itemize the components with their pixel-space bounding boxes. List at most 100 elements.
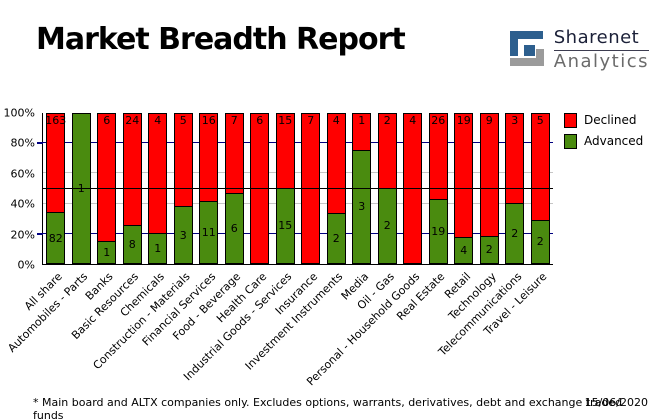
logo-brand-sub: Analytics [553, 51, 649, 72]
advanced-count-label: 2 [332, 231, 340, 245]
declined-count-label: 24 [125, 114, 140, 127]
declined-swatch [564, 112, 577, 128]
gridline [43, 202, 553, 204]
declined-segment: 9 [479, 113, 499, 237]
x-axis-labels: All share Automobiles - Parts Banks Basic R… [6, 267, 553, 397]
bar-all-share: 163 82 [45, 113, 67, 264]
reference-line [43, 187, 553, 189]
declined-count-label: 19 [456, 114, 471, 127]
logo-brand-name: Sharenet [553, 27, 640, 49]
advanced-count-label: 1 [77, 182, 85, 195]
y-axis-tick-label: 20% [10, 228, 35, 242]
bars-container: 163 82 1 6 1 24 8 4 1 5 3 16 11 7 6 6 15 15 7 4 2 1 3 2 2 4 26 19 19… [43, 113, 553, 264]
declined-segment: 19 [454, 113, 474, 238]
bar-personal-household-goods: 4 [403, 113, 423, 264]
declined-count-label: 6 [256, 114, 264, 127]
advanced-swatch [564, 133, 577, 149]
legend-item-declined: Declined [564, 112, 643, 128]
legend: Declined Advanced [564, 112, 643, 154]
legend-item-advanced: Advanced [564, 133, 643, 149]
advanced-count-label: 3 [179, 228, 187, 242]
plot-area: 163 82 1 6 1 24 8 4 1 5 3 16 11 7 6 6 15 15 7 4 2 1 3 2 2 4 26 19 19… [37, 113, 553, 265]
declined-segment: 5 [173, 113, 193, 208]
declined-count-label: 4 [409, 114, 417, 127]
declined-count-label: 5 [536, 114, 544, 127]
advanced-segment: 1 [71, 113, 91, 264]
declined-segment: 6 [250, 113, 270, 264]
declined-segment: 3 [505, 113, 525, 204]
declined-segment: 4 [148, 113, 168, 234]
advanced-segment: 8 [122, 226, 142, 264]
advanced-segment: 11 [199, 202, 219, 264]
declined-count-label: 16 [201, 114, 216, 127]
report-date: 15/06/2020 [584, 396, 648, 409]
advanced-count-label: 11 [201, 226, 216, 240]
declined-segment: 5 [530, 113, 550, 221]
logo-divider [553, 50, 649, 51]
advanced-count-label: 3 [358, 200, 366, 214]
advanced-segment: 1 [97, 242, 117, 264]
bar-real-estate: 26 19 [428, 113, 448, 264]
advanced-segment: 3 [352, 150, 372, 264]
declined-segment: 16 [199, 113, 219, 203]
advanced-segment: 3 [173, 207, 193, 264]
advanced-count-label: 2 [536, 235, 544, 249]
advanced-segment: 2 [530, 220, 550, 264]
advanced-segment: 4 [454, 237, 474, 264]
y-axis-tick [37, 232, 43, 235]
declined-segment: 26 [428, 113, 448, 201]
declined-segment: 24 [122, 113, 142, 227]
advanced-count-label: 82 [48, 231, 63, 245]
advanced-segment: 2 [505, 203, 525, 264]
declined-segment: 4 [403, 113, 423, 264]
bar-automobiles-parts: 1 [71, 113, 91, 264]
declined-count-label: 3 [511, 114, 519, 127]
declined-segment: 6 [97, 113, 117, 243]
declined-count-label: 4 [154, 114, 162, 127]
sharenet-logo: Sharenet Analytics [507, 28, 649, 73]
bar-health-care: 6 [250, 113, 270, 264]
declined-count-label: 15 [278, 114, 293, 127]
declined-segment: 163 [45, 113, 67, 214]
advanced-segment: 82 [46, 213, 66, 264]
advanced-count-label: 15 [278, 219, 293, 233]
declined-count-label: 7 [230, 114, 238, 127]
declined-count-label: 6 [103, 114, 111, 127]
advanced-count-label: 1 [103, 246, 111, 260]
declined-segment: 1 [352, 113, 372, 151]
declined-segment: 15 [275, 113, 295, 189]
y-axis-tick-label: 0% [17, 258, 35, 272]
bar-basic-resources: 24 8 [122, 113, 142, 264]
legend-label-declined: Declined [584, 113, 637, 127]
gridline [43, 232, 553, 234]
bar-insurance: 7 [301, 113, 321, 264]
y-axis-tick-label: 100% [3, 106, 35, 120]
advanced-segment: 6 [224, 194, 244, 264]
page-title: Market Breadth Report [36, 22, 406, 57]
y-axis-tick-label: 80% [10, 136, 35, 150]
y-axis-tick-label: 40% [10, 197, 35, 211]
bar-financial-services: 16 11 [199, 113, 219, 264]
declined-count-label: 7 [307, 114, 315, 127]
bar-retail: 19 4 [454, 113, 474, 264]
advanced-segment: 2 [326, 213, 346, 264]
declined-segment: 7 [301, 113, 321, 264]
bar-industrial-goods-services: 15 15 [275, 113, 295, 264]
declined-count-label: 1 [358, 114, 366, 127]
logo-text: Sharenet Analytics [553, 27, 649, 72]
advanced-segment: 19 [428, 200, 448, 264]
advanced-segment: 2 [479, 236, 499, 264]
gridline [43, 172, 553, 174]
y-axis: 0% 20% 40% 60% 80% 100% [0, 107, 38, 272]
declined-count-label: 4 [332, 114, 340, 127]
y-axis-tick [37, 142, 43, 145]
declined-count-label: 163 [45, 114, 67, 127]
declined-count-label: 2 [383, 114, 391, 127]
